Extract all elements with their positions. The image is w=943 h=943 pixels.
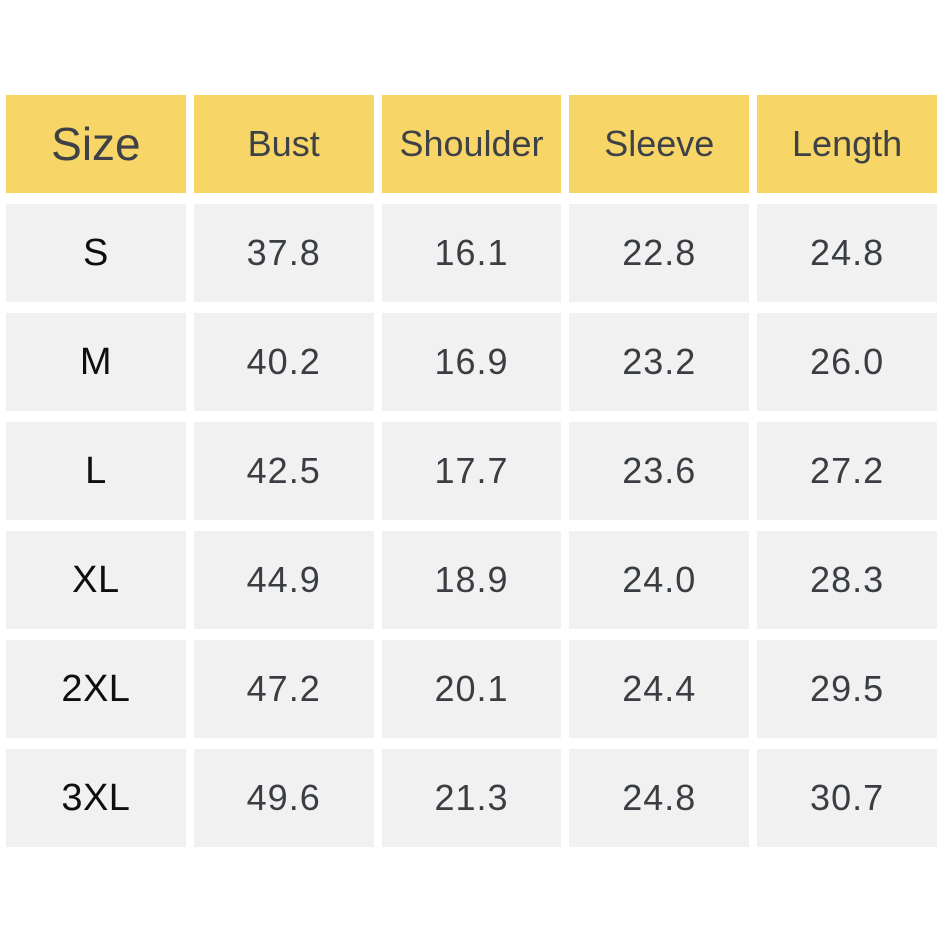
measurement-cell: 44.9 — [193, 531, 374, 629]
measurement-cell: 20.1 — [381, 640, 562, 738]
measurement-cell: 24.8 — [757, 204, 937, 302]
measurement-cell: 37.8 — [193, 204, 374, 302]
measurement-cell: 29.5 — [757, 640, 937, 738]
size-cell-m: M — [6, 313, 186, 411]
header-cell-size: Size — [6, 95, 186, 193]
size-cell-2xl: 2XL — [6, 640, 186, 738]
measurement-cell: 23.6 — [569, 422, 750, 520]
measurement-cell: 47.2 — [193, 640, 374, 738]
measurement-cell: 16.1 — [381, 204, 562, 302]
header-cell-sleeve: Sleeve — [569, 95, 750, 193]
measurement-cell: 27.2 — [757, 422, 937, 520]
measurement-cell: 23.2 — [569, 313, 750, 411]
measurement-cell: 26.0 — [757, 313, 937, 411]
measurement-cell: 17.7 — [381, 422, 562, 520]
size-cell-xl: XL — [6, 531, 186, 629]
measurement-cell: 30.7 — [757, 749, 937, 847]
measurement-cell: 49.6 — [193, 749, 374, 847]
size-cell-l: L — [6, 422, 186, 520]
measurement-cell: 28.3 — [757, 531, 937, 629]
measurement-cell: 40.2 — [193, 313, 374, 411]
measurement-cell: 42.5 — [193, 422, 374, 520]
measurement-cell: 21.3 — [381, 749, 562, 847]
measurement-cell: 24.8 — [569, 749, 750, 847]
header-cell-shoulder: Shoulder — [381, 95, 562, 193]
measurement-cell: 16.9 — [381, 313, 562, 411]
measurement-cell: 18.9 — [381, 531, 562, 629]
header-cell-length: Length — [757, 95, 937, 193]
measurement-cell: 22.8 — [569, 204, 750, 302]
size-cell-s: S — [6, 204, 186, 302]
measurement-cell: 24.4 — [569, 640, 750, 738]
measurement-cell: 24.0 — [569, 531, 750, 629]
size-cell-3xl: 3XL — [6, 749, 186, 847]
header-cell-bust: Bust — [193, 95, 374, 193]
size-chart-table: Size Bust Shoulder Sleeve Length S 37.8 … — [6, 95, 937, 847]
